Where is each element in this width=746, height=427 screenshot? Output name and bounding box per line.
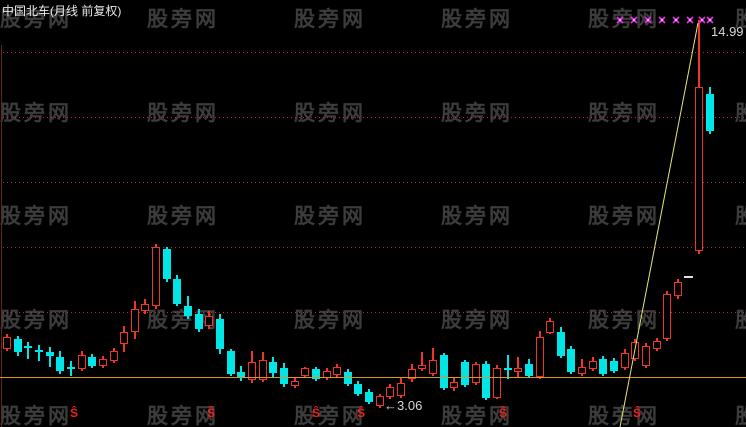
candle-body	[386, 387, 395, 398]
candle-wick	[27, 341, 30, 360]
candle-body	[269, 362, 278, 374]
candle-body	[620, 352, 629, 368]
star-marker	[644, 16, 652, 24]
candle-body	[535, 337, 544, 377]
candle-wick	[506, 354, 509, 379]
candle-body	[88, 356, 97, 366]
candle-body	[471, 364, 480, 383]
candle-body	[482, 364, 491, 399]
candle-body	[418, 364, 427, 369]
candle-body	[588, 361, 597, 369]
candle-body	[524, 364, 533, 377]
candle-body	[98, 359, 107, 366]
candle-body	[652, 340, 661, 350]
candle-body	[439, 354, 448, 389]
candle-body	[141, 303, 150, 312]
candle-body	[194, 313, 203, 329]
chart-title: 中国北车(月线 前复权)	[2, 4, 122, 18]
candle-body	[333, 366, 342, 376]
candle-body	[205, 315, 214, 326]
candle-body	[642, 346, 650, 366]
low-price-label: ←3.06	[384, 398, 423, 413]
candle-body	[599, 359, 608, 375]
candle-body	[684, 275, 694, 278]
candle-body	[556, 332, 565, 356]
candle-body	[13, 338, 22, 352]
candle-body	[663, 294, 672, 339]
candle-body	[450, 381, 459, 389]
candle-body	[492, 367, 501, 399]
candle-body	[66, 366, 75, 369]
candle-body	[503, 367, 512, 370]
candle-body	[301, 367, 310, 377]
candle-body	[311, 368, 320, 379]
candle-body	[247, 362, 256, 380]
candle-body	[34, 350, 43, 353]
candle-body	[226, 351, 235, 375]
star-marker	[706, 16, 714, 24]
candle-body	[279, 367, 288, 385]
candle-wick	[48, 347, 51, 367]
candle-body	[365, 391, 374, 402]
star-marker	[698, 16, 706, 24]
candle-body	[343, 372, 352, 385]
candle-body	[610, 361, 619, 372]
candle-body	[514, 367, 523, 372]
candle-wick	[37, 345, 40, 362]
candle-body	[130, 309, 139, 333]
star-marker	[630, 16, 638, 24]
candle-body	[546, 321, 555, 334]
candle-wick	[517, 356, 520, 377]
candle-body	[354, 384, 363, 394]
candle-body	[120, 332, 129, 344]
candle-body	[216, 319, 224, 350]
axis-left-border	[1, 45, 2, 427]
candle-body	[375, 395, 384, 406]
star-marker	[686, 16, 694, 24]
star-marker	[616, 16, 624, 24]
star-marker	[658, 16, 666, 24]
trend-line	[619, 22, 699, 427]
candle-body	[77, 354, 86, 369]
candle-body	[109, 351, 118, 362]
candle-body	[290, 380, 299, 387]
candle-body	[173, 278, 182, 304]
candle-body	[673, 282, 682, 297]
candle-body	[3, 337, 11, 350]
candle-body	[237, 372, 246, 377]
candle-body	[258, 360, 267, 380]
candle-body	[460, 362, 469, 386]
candle-body	[695, 87, 704, 251]
candle-body	[45, 351, 54, 356]
candle-body	[578, 366, 587, 375]
candle-body	[162, 248, 171, 279]
candle-wick	[421, 351, 424, 372]
candle-body	[705, 93, 714, 131]
candle-body	[567, 349, 576, 373]
candle-body	[407, 368, 416, 379]
star-marker	[672, 16, 680, 24]
candle-body	[24, 346, 33, 349]
candle-body	[184, 306, 193, 316]
candle-body	[397, 382, 406, 396]
high-price-label: 14.99	[711, 24, 744, 39]
candle-body	[56, 356, 65, 372]
candle-body	[631, 341, 640, 360]
candle-body	[429, 360, 437, 375]
